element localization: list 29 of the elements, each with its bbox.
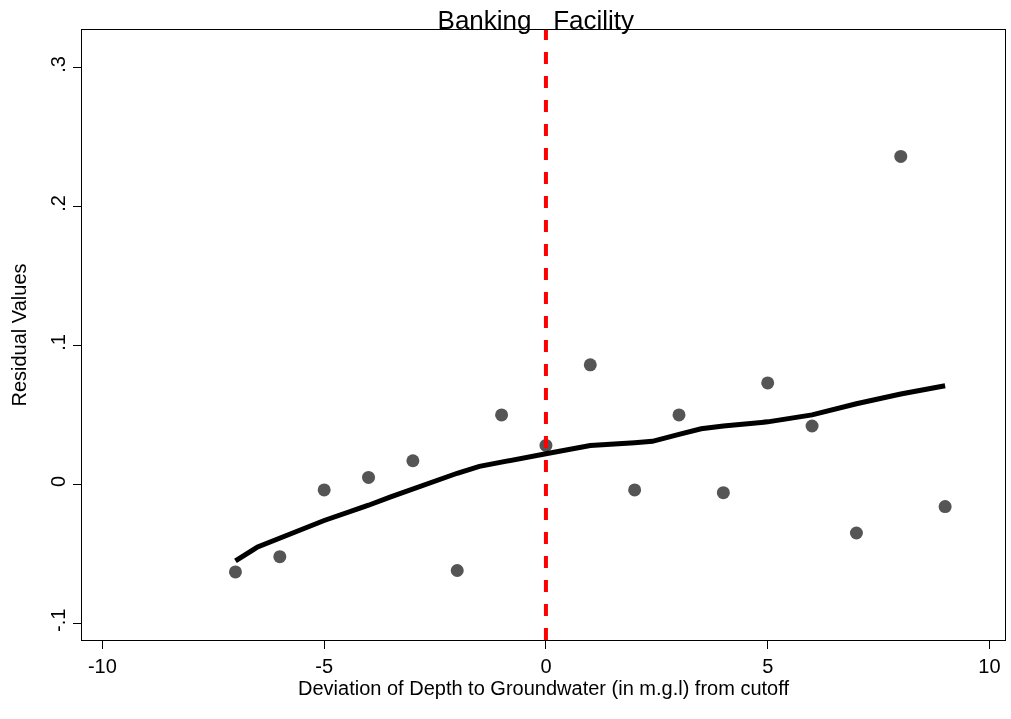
point (628, 483, 642, 497)
point (450, 564, 464, 578)
chart-title: Banking Facility (437, 4, 635, 35)
point (228, 565, 242, 579)
y-tick-label: .1 (47, 334, 69, 351)
point (894, 149, 908, 163)
x-tick-label: -5 (315, 655, 334, 677)
point (273, 550, 287, 564)
x-tick-label: -10 (87, 655, 117, 677)
point (716, 486, 730, 500)
point (849, 526, 863, 540)
y-tick-label: .3 (47, 56, 69, 73)
x-tick-label: 0 (540, 655, 552, 677)
point (317, 483, 331, 497)
point (583, 358, 597, 372)
y-axis-title: Residual Values (7, 263, 30, 407)
y-tick-label: -.1 (47, 608, 69, 632)
x-tick-label: 5 (762, 655, 774, 677)
point (761, 376, 775, 390)
point (672, 408, 686, 422)
point (362, 470, 376, 484)
x-axis-title: Deviation of Depth to Groundwater (in m.g.l) from cutoff (298, 677, 790, 699)
point (805, 419, 819, 433)
y-tick-label: 0 (47, 475, 69, 487)
point (495, 408, 509, 422)
point (938, 500, 952, 514)
x-tick-label: 10 (978, 655, 1001, 677)
point (406, 454, 420, 468)
y-tick-label: .2 (47, 195, 69, 212)
